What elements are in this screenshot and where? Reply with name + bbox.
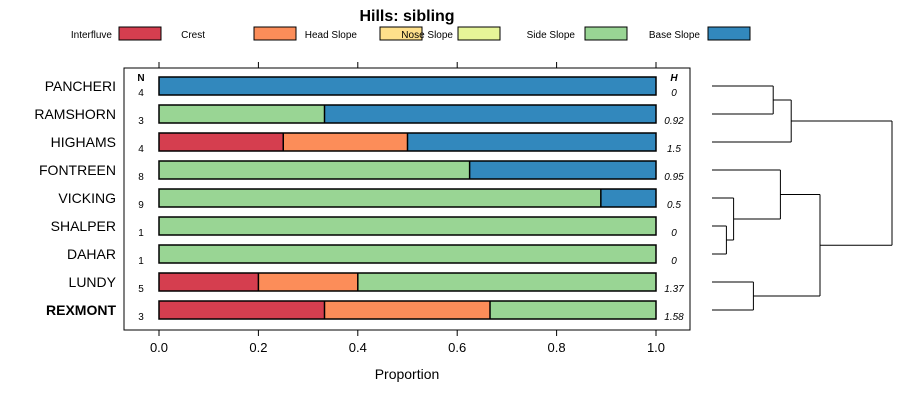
plot-panel: 0.0 0.2 0.4 0.6 0.8 1.0 N H PANCHERI 4 0 RAMSHORN 3 0… (34, 62, 691, 355)
row-label-lundy: LUNDY (69, 274, 117, 290)
n-value-ramshorn: 3 (138, 116, 144, 127)
bar-segment-lundy-crest (258, 273, 358, 291)
bar-segment-ramshorn-side-slope (159, 105, 325, 123)
h-value-ramshorn: 0.92 (664, 116, 684, 127)
h-value-shalper: 0 (671, 228, 677, 239)
dendrogram (712, 85, 893, 311)
bar-segment-ramshorn-base-slope (324, 105, 656, 123)
bar-segment-highams-crest (283, 133, 408, 151)
bar-segment-highams-interfluve (159, 133, 284, 151)
x-tick-label: 0.2 (249, 340, 267, 355)
bar-segment-vicking-side-slope (159, 189, 601, 207)
bar-outline-highams (158, 132, 657, 152)
bar-segment-rexmont-crest (324, 301, 491, 319)
bar-segment-rexmont-side-slope (490, 301, 656, 319)
h-value-lundy: 1.37 (664, 284, 684, 295)
legend-label-nose-slope: Nose Slope (401, 30, 453, 41)
row-label-highams: HIGHAMS (51, 134, 116, 150)
x-tick-label: 0.6 (448, 340, 466, 355)
bar-segment-vicking-base-slope (600, 189, 656, 207)
legend-swatch-nose-slope (457, 26, 501, 41)
n-value-pancheri: 4 (138, 88, 144, 99)
legend-swatch-crest (253, 26, 297, 41)
n-value-fontreen: 8 (138, 172, 144, 183)
h-column-header: H (670, 73, 678, 84)
legend-swatch-base-slope (707, 26, 751, 41)
bar-segment-lundy-side-slope (357, 273, 656, 291)
bar-outline-dahar (158, 244, 657, 264)
legend-label-base-slope: Base Slope (649, 30, 701, 41)
plot-frame (123, 67, 691, 331)
bar-outline-rexmont (158, 300, 657, 320)
row-label-pancheri: PANCHERI (45, 78, 116, 94)
bar-outline-vicking (158, 188, 657, 208)
h-value-rexmont: 1.58 (664, 312, 684, 323)
h-value-pancheri: 0 (671, 88, 677, 99)
legend-swatch-head-slope (379, 26, 423, 41)
chart-title: Hills: sibling (359, 8, 454, 25)
n-value-rexmont: 3 (138, 312, 144, 323)
bar-segment-rexmont-interfluve (159, 301, 325, 319)
bar-segment-highams-base-slope (407, 133, 656, 151)
legend-label-crest: Crest (181, 30, 205, 41)
legend-label-head-slope: Head Slope (305, 30, 358, 41)
row-label-ramshorn: RAMSHORN (34, 106, 116, 122)
bar-segment-fontreen-side-slope (159, 161, 470, 179)
legend-label-interfluve: Interfluve (71, 30, 113, 41)
row-label-vicking: VICKING (58, 190, 116, 206)
row-label-fontreen: FONTREEN (39, 162, 116, 178)
h-value-fontreen: 0.95 (664, 172, 684, 183)
bar-outline-shalper (158, 216, 657, 236)
bar-segment-shalper-side-slope (159, 217, 656, 235)
bar-segment-fontreen-base-slope (469, 161, 656, 179)
x-tick-label: 0.0 (150, 340, 168, 355)
bar-outline-lundy (158, 272, 657, 292)
bar-segment-pancheri-base-slope (159, 77, 656, 95)
n-value-lundy: 5 (138, 284, 144, 295)
n-value-highams: 4 (138, 144, 144, 155)
bar-segment-lundy-interfluve (159, 273, 259, 291)
legend-label-side-slope: Side Slope (527, 30, 576, 41)
bar-outline-pancheri (158, 76, 657, 96)
n-column-header: N (137, 73, 144, 84)
n-value-vicking: 9 (138, 200, 144, 211)
n-value-dahar: 1 (138, 256, 144, 267)
h-value-dahar: 0 (671, 256, 677, 267)
row-label-rexmont: REXMONT (46, 302, 116, 318)
x-tick-label: 1.0 (647, 340, 665, 355)
bar-segment-dahar-side-slope (159, 245, 656, 263)
x-tick-label: 0.8 (548, 340, 566, 355)
n-value-shalper: 1 (138, 228, 144, 239)
legend-swatch-interfluve (118, 26, 162, 41)
bar-outline-fontreen (158, 160, 657, 180)
legend-swatch-side-slope (584, 26, 628, 41)
h-value-vicking: 0.5 (667, 200, 681, 211)
row-label-dahar: DAHAR (67, 246, 116, 262)
bar-outline-ramshorn (158, 104, 657, 124)
h-value-highams: 1.5 (667, 144, 681, 155)
row-label-shalper: SHALPER (51, 218, 116, 234)
x-tick-label: 0.4 (349, 340, 367, 355)
x-axis-label: Proportion (375, 366, 440, 382)
legend: Interfluve Crest Head Slope Nose Slope Side … (71, 26, 751, 41)
